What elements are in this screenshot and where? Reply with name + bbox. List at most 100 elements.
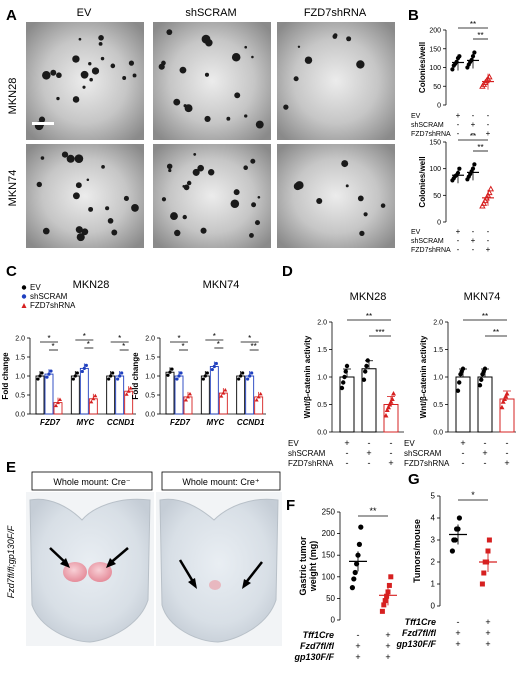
sig-label: ** bbox=[493, 328, 499, 337]
data-point bbox=[89, 399, 94, 404]
y-axis-label: Wnt/β-catenin activity bbox=[419, 335, 428, 418]
y-tick-label: 4 bbox=[431, 514, 436, 523]
colony-dot bbox=[254, 220, 261, 226]
col-label-fzd7shrna: FZD7shRNA bbox=[304, 7, 367, 19]
data-point bbox=[363, 369, 368, 374]
sig-label: * bbox=[213, 332, 216, 341]
data-point bbox=[221, 391, 226, 395]
colony-dot bbox=[255, 120, 264, 129]
data-point bbox=[504, 391, 510, 396]
colony-dot bbox=[50, 69, 57, 76]
design-symbol: + bbox=[385, 641, 390, 651]
bar bbox=[44, 373, 54, 415]
data-point bbox=[503, 393, 509, 399]
design-symbol: - bbox=[487, 236, 490, 245]
tumor bbox=[88, 562, 112, 582]
colony-dot bbox=[107, 218, 114, 224]
data-point bbox=[177, 374, 181, 378]
design-symbol: + bbox=[486, 245, 491, 254]
design-symbol: - bbox=[390, 448, 393, 458]
data-point bbox=[479, 377, 484, 382]
colony-dot bbox=[56, 96, 60, 101]
y-tick-label: 150 bbox=[429, 46, 441, 53]
row-label-mkn28: MKN28 bbox=[7, 78, 19, 115]
sig-label: * bbox=[51, 342, 54, 351]
legend-marker bbox=[21, 303, 27, 308]
chart-title: MKN28 bbox=[350, 291, 387, 303]
data-point bbox=[256, 394, 261, 399]
data-point bbox=[349, 585, 355, 591]
bar bbox=[79, 367, 89, 415]
colony-dot bbox=[233, 189, 240, 196]
y-tick-label: 0 bbox=[431, 602, 436, 611]
sig-label: ** bbox=[251, 342, 257, 351]
design-symbol: + bbox=[456, 111, 461, 120]
sig-label: * bbox=[122, 342, 125, 351]
y-tick-label: 150 bbox=[429, 140, 441, 147]
y-tick-label: 100 bbox=[429, 166, 441, 173]
condition-label: EV bbox=[288, 439, 299, 448]
well-image-mkn28-ev bbox=[26, 22, 144, 140]
y-tick-label: 0.0 bbox=[15, 412, 25, 419]
x-tick-label: MYC bbox=[76, 418, 94, 427]
data-point bbox=[75, 371, 79, 375]
sig-label: * bbox=[83, 332, 86, 341]
y-tick-label: 1.0 bbox=[433, 375, 443, 382]
colony-image-grid bbox=[26, 22, 395, 248]
colony-dot bbox=[74, 154, 84, 163]
genotype-label: Tff1Cre bbox=[303, 630, 334, 640]
colony-dot bbox=[173, 98, 181, 106]
y-tick-label: 2.0 bbox=[145, 336, 155, 343]
data-point bbox=[384, 593, 390, 599]
panel-label-f: F bbox=[286, 497, 295, 514]
colony-dot bbox=[204, 72, 210, 77]
colony-dot bbox=[100, 56, 105, 61]
data-point bbox=[457, 380, 462, 385]
colony-dot bbox=[249, 232, 254, 238]
condition-label: shSCRAM bbox=[404, 449, 442, 458]
legend-label: FZD7shRNA bbox=[30, 301, 76, 310]
data-point bbox=[124, 392, 129, 396]
data-point bbox=[109, 374, 113, 378]
colony-dot bbox=[204, 115, 211, 123]
condition-label: FZD7shRNA bbox=[288, 459, 334, 468]
bar bbox=[383, 404, 399, 433]
y-tick-label: 1.0 bbox=[145, 374, 155, 381]
data-point bbox=[479, 581, 485, 587]
colony-dot bbox=[78, 37, 82, 41]
data-point bbox=[170, 367, 174, 371]
data-point bbox=[239, 374, 243, 378]
y-tick-label: 5 bbox=[431, 492, 436, 501]
y-tick-label: 50 bbox=[433, 193, 441, 200]
colony-dot bbox=[88, 62, 92, 66]
y-tick-label: 1.5 bbox=[15, 355, 25, 362]
design-symbol: - bbox=[457, 120, 460, 129]
bar bbox=[200, 375, 210, 415]
colony-dot bbox=[72, 55, 80, 63]
chart-title: MKN74 bbox=[203, 279, 240, 291]
colony-dot bbox=[357, 195, 364, 202]
data-point bbox=[219, 394, 224, 398]
colony-dot bbox=[304, 56, 313, 64]
design-symbol: + bbox=[344, 438, 349, 448]
data-point bbox=[388, 574, 394, 580]
data-point bbox=[455, 388, 461, 393]
y-tick-label: 1.0 bbox=[317, 375, 327, 382]
bar bbox=[53, 402, 63, 415]
data-point bbox=[179, 371, 183, 375]
data-point bbox=[54, 403, 58, 408]
colony-dot bbox=[161, 197, 167, 202]
legend-marker bbox=[21, 285, 27, 290]
data-point bbox=[379, 608, 385, 614]
data-point bbox=[383, 413, 389, 418]
colony-dot bbox=[182, 214, 187, 220]
colony-dot bbox=[226, 116, 231, 121]
data-point bbox=[351, 576, 357, 582]
condition-label: shSCRAM bbox=[288, 449, 326, 458]
bar bbox=[245, 375, 255, 415]
bar bbox=[174, 375, 184, 415]
colony-dot bbox=[192, 168, 200, 176]
colony-dot bbox=[158, 63, 165, 70]
colony-dot bbox=[174, 229, 181, 237]
